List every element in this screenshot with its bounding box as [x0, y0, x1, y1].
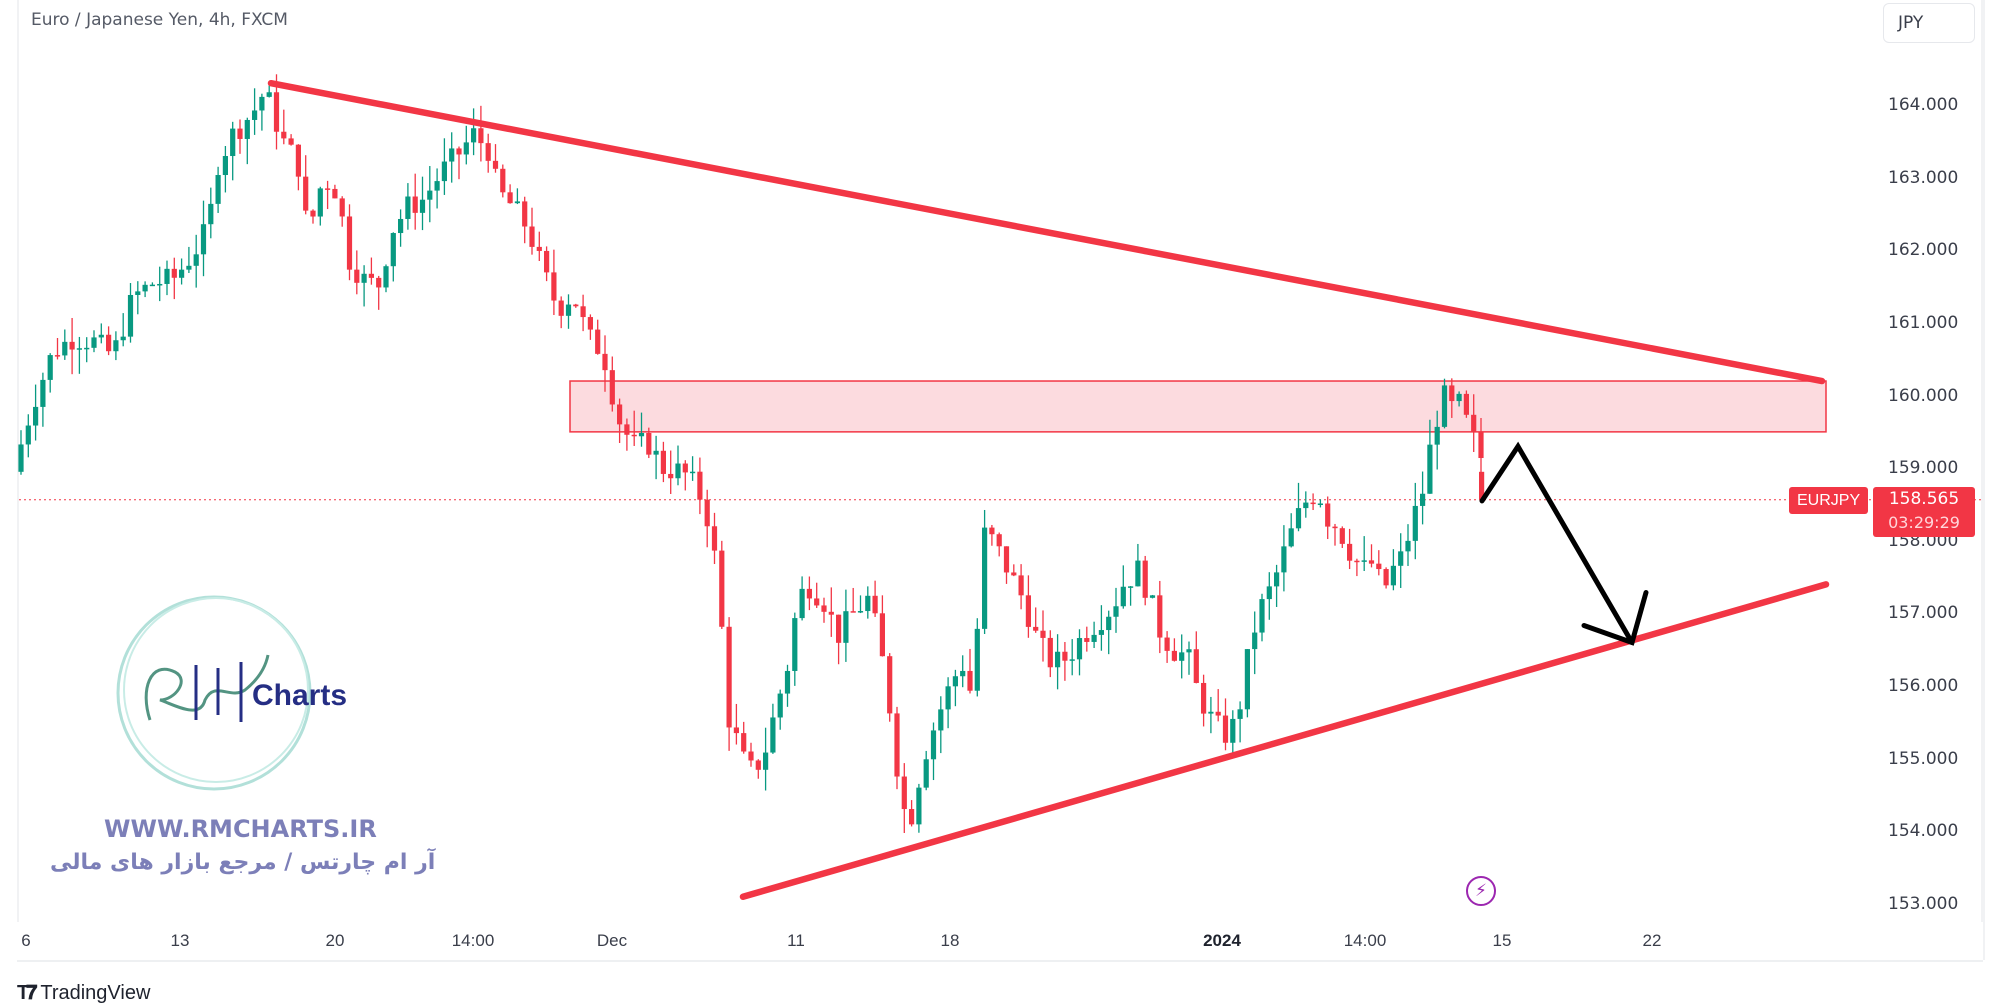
- watermark-url: WWW.RMCHARTS.IR: [104, 815, 377, 843]
- price-axis-label: 153.000: [1888, 894, 1959, 914]
- price-axis-label: 159.000: [1888, 458, 1959, 479]
- time-axis-label: 20: [325, 931, 345, 950]
- time-axis-label: 13: [170, 931, 190, 950]
- price-axis-label: 157.000: [1888, 603, 1959, 624]
- last-price-tag: 158.565 03:29:29: [1873, 487, 1975, 537]
- time-axis-label: Dec: [596, 931, 628, 950]
- price-axis-label: 155.000: [1888, 748, 1959, 769]
- tradingview-brand: TradingView: [40, 982, 151, 1004]
- left-border: [17, 0, 19, 960]
- time-axis-label: 15: [1492, 931, 1512, 950]
- resistance-zone[interactable]: [569, 380, 1827, 433]
- last-price-value: 158.565: [1888, 489, 1960, 509]
- lightning-event-icon[interactable]: ⚡: [1466, 876, 1496, 906]
- trendlines[interactable]: [267, 79, 1830, 900]
- price-axis-label: 162.000: [1888, 240, 1959, 261]
- time-axis-label: 18: [940, 931, 960, 950]
- time-axis-label: 22: [1642, 931, 1662, 950]
- time-axis[interactable]: [17, 922, 1983, 962]
- price-axis-label: 160.000: [1888, 385, 1959, 406]
- price-axis-label: 163.000: [1888, 167, 1959, 188]
- time-axis-label: 14:00: [1343, 931, 1387, 950]
- projection-arrow[interactable]: [1479, 441, 1649, 646]
- tradingview-logo[interactable]: T𝟕 TradingView: [17, 982, 150, 1005]
- price-axis-label: 161.000: [1888, 312, 1959, 333]
- chart-title: Euro / Japanese Yen, 4h, FXCM: [31, 10, 288, 30]
- time-axis-label: 14:00: [451, 931, 495, 950]
- time-axis-label: 6: [21, 931, 31, 950]
- currency-button[interactable]: JPY: [1883, 3, 1975, 43]
- symbol-tag: EURJPY: [1789, 487, 1869, 514]
- tradingview-mark-icon: T𝟕: [17, 982, 37, 1004]
- price-axis-label: 164.000: [1888, 95, 1959, 115]
- candlesticks: [18, 74, 1485, 834]
- price-axis-label: 154.000: [1888, 821, 1959, 842]
- bar-countdown: 03:29:29: [1888, 513, 1960, 532]
- price-axis-label: 156.000: [1888, 676, 1959, 697]
- watermark-tagline: آر ام چارتس / مرجع بازار های مالی: [50, 850, 436, 875]
- price-axis-border: [1981, 0, 1985, 960]
- rm-charts-logo: Charts: [116, 595, 347, 791]
- time-axis-label: 11: [787, 931, 805, 950]
- time-axis-label: 2024: [1203, 931, 1241, 950]
- svg-text:Charts: Charts: [252, 679, 347, 712]
